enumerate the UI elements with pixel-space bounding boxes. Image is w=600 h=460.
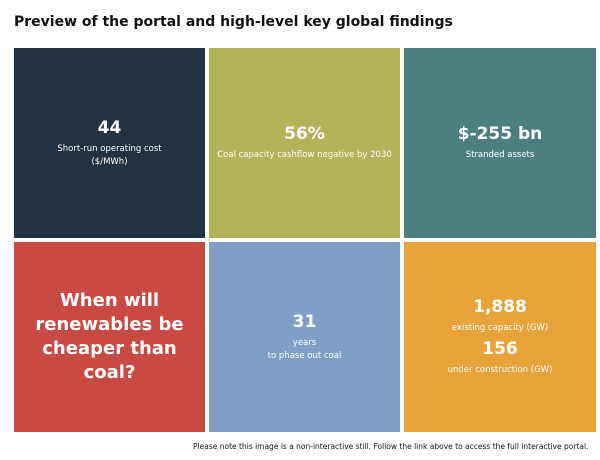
tile-label: Stranded assets xyxy=(465,150,535,160)
tile-capacity[interactable]: 1,888 existing capacity (GW) 156 under c… xyxy=(404,242,596,432)
tile-question[interactable]: When will renewables be cheaper than coa… xyxy=(14,242,205,432)
tile-value: 1,888 xyxy=(473,297,527,317)
tile-question-text: When will renewables be cheaper than coa… xyxy=(35,290,184,383)
tile-label: existing capacity (GW) xyxy=(451,323,549,333)
tile-label: Coal capacity cashflow negative by 2030 xyxy=(217,150,392,160)
tile-stranded-assets[interactable]: $-255 bn Stranded assets xyxy=(404,48,596,238)
tile-value-2: 156 xyxy=(482,339,518,359)
tile-phase-out[interactable]: 31 years to phase out coal xyxy=(209,242,400,432)
tile-label-unit: ($/MWh) xyxy=(91,156,128,167)
tile-label-2: to phase out coal xyxy=(267,350,342,361)
tile-operating-cost[interactable]: 44 Short-run operating cost ($/MWh) xyxy=(14,48,205,238)
findings-grid: 44 Short-run operating cost ($/MWh) 56% … xyxy=(14,48,596,432)
tile-label: years xyxy=(292,337,317,348)
tile-value: $-255 bn xyxy=(457,124,543,144)
disclaimer-note: Please note this image is a non-interact… xyxy=(193,442,589,451)
tile-value: 56% xyxy=(284,124,325,144)
page-title: Preview of the portal and high-level key… xyxy=(14,14,453,30)
tile-label: Short-run operating cost xyxy=(57,143,162,154)
tile-value: 44 xyxy=(97,117,122,138)
tile-cashflow[interactable]: 56% Coal capacity cashflow negative by 2… xyxy=(209,48,400,238)
tile-value: 31 xyxy=(292,311,317,332)
tile-label-2: under construction (GW) xyxy=(447,365,553,375)
